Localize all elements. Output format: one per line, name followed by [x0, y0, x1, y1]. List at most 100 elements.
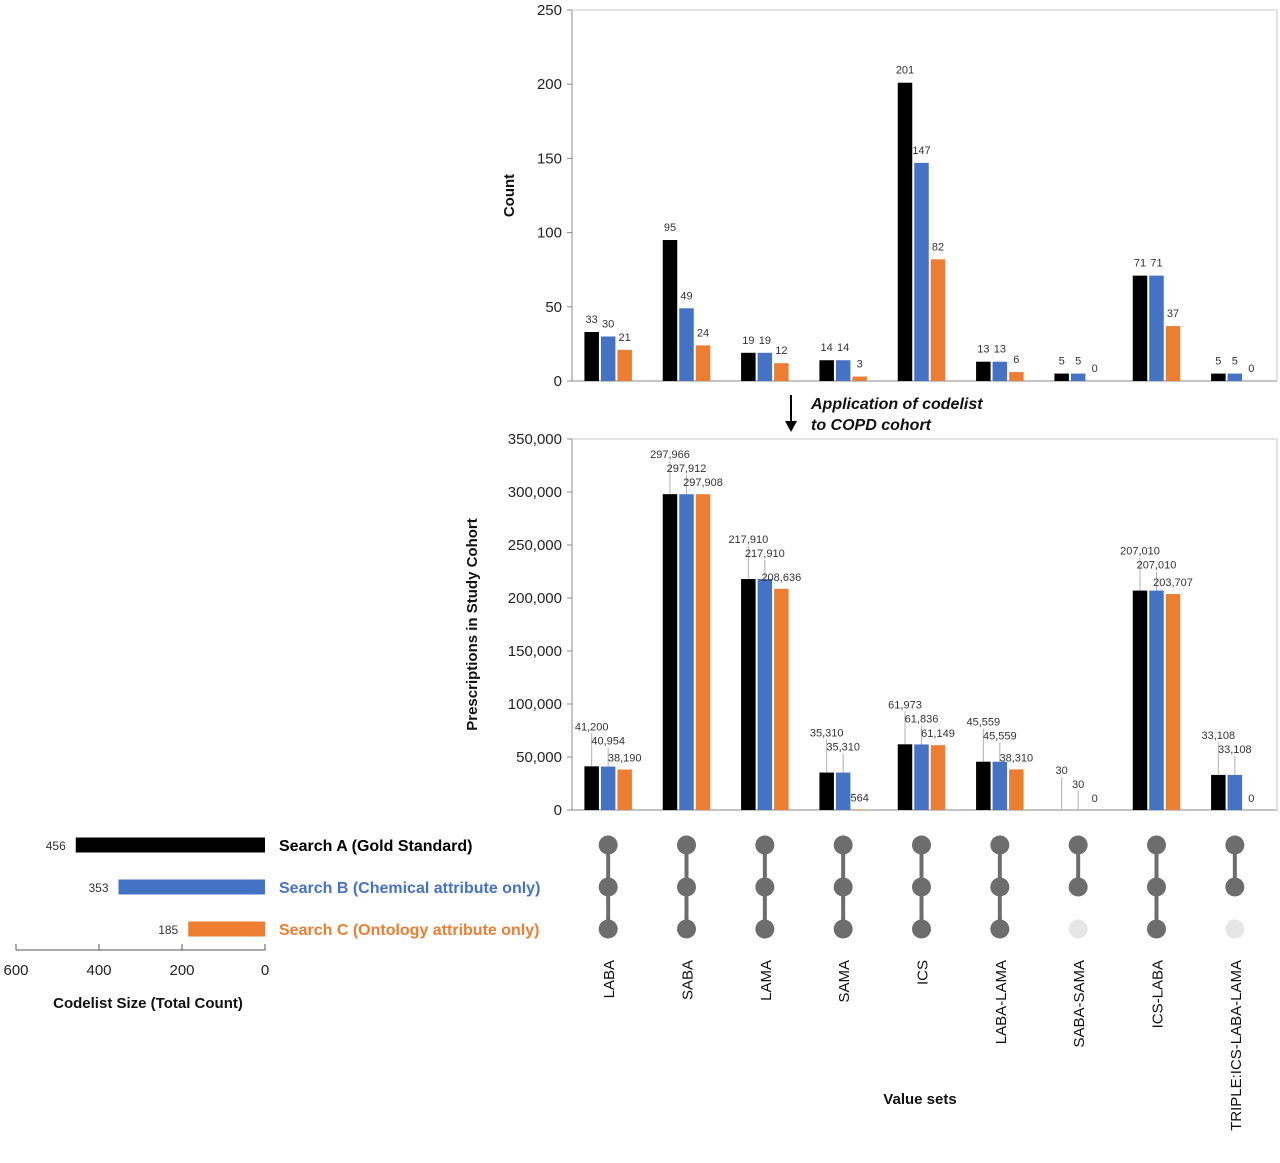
data-label: 35,310 — [826, 742, 860, 754]
bar-b-3 — [835, 772, 851, 810]
bar-a-2 — [741, 352, 756, 381]
matrix-dot-5-0 — [990, 835, 1010, 855]
y-tick-label: 100 — [537, 225, 562, 242]
category-label: LABA — [601, 960, 618, 998]
y-tick-label: 50 — [545, 299, 562, 316]
matrix-dot-2-1 — [755, 877, 775, 897]
data-label: 217,910 — [745, 548, 785, 560]
bar-b-7 — [1149, 590, 1164, 810]
bar-a-6 — [1054, 373, 1069, 381]
y-tick-label: 200,000 — [508, 590, 562, 607]
bar-a-2 — [741, 579, 756, 810]
bar-b-3 — [835, 360, 851, 381]
matrix-dot-0-2 — [598, 919, 618, 939]
y-tick-label: 250 — [537, 2, 562, 19]
membership-matrix: LABA SABA LAMA SAMA ICS LABA-LAMA SABA-SAMA ICS… — [598, 835, 1245, 1131]
data-label: 19 — [742, 335, 754, 347]
matrix-dot-1-2 — [677, 919, 696, 939]
matrix-dot-0-1 — [598, 877, 618, 897]
data-label: 207,010 — [1137, 560, 1177, 572]
data-label: 40,954 — [591, 736, 625, 748]
data-label: 24 — [697, 327, 709, 339]
bar-b-2 — [757, 579, 773, 810]
data-label: 0 — [1092, 363, 1098, 375]
data-label: 82 — [932, 241, 944, 253]
size-tick-label: 0 — [261, 962, 269, 979]
bar-b-4 — [914, 744, 929, 810]
size-value-label: 185 — [158, 923, 178, 937]
legend-label-a: Search A (Gold Standard) — [279, 838, 473, 855]
category-label: LAMA — [758, 960, 775, 1001]
matrix-dot-3-0 — [833, 835, 853, 855]
bar-b-8 — [1227, 373, 1243, 381]
bar-c-2 — [774, 363, 789, 381]
legend-label-c: Search C (Ontology attribute only) — [279, 922, 539, 939]
data-label: 21 — [619, 332, 631, 344]
data-label: 6 — [1013, 354, 1019, 366]
size-tick-label: 600 — [3, 962, 28, 979]
category-label: ICS — [915, 960, 932, 985]
y-tick-label: 150,000 — [508, 643, 562, 660]
data-label: 297,912 — [667, 463, 707, 475]
matrix-dot-4-2 — [912, 919, 931, 939]
bar-b-1 — [679, 308, 694, 381]
bar-c-0 — [617, 349, 632, 381]
matrix-dot-6-2 — [1068, 919, 1088, 939]
x-axis-title: Value sets — [883, 1091, 956, 1108]
matrix-dot-6-0 — [1068, 835, 1088, 855]
matrix-dot-7-1 — [1147, 877, 1166, 897]
bar-a-8 — [1211, 774, 1226, 810]
data-label: 38,310 — [1000, 752, 1034, 764]
bar-b-2 — [757, 352, 773, 381]
bar-a-5 — [976, 761, 991, 810]
legend-label-b: Search B (Chemical attribute only) — [279, 880, 540, 897]
size-bar-b — [118, 879, 265, 895]
matrix-dot-4-1 — [912, 877, 931, 897]
y-tick-label: 100,000 — [508, 696, 562, 713]
bar-c-1 — [695, 345, 711, 381]
bar-a-4 — [897, 744, 913, 810]
data-label: 0 — [1092, 793, 1098, 805]
bar-a-4 — [897, 82, 913, 381]
bar-a-5 — [976, 361, 991, 381]
data-label: 45,559 — [983, 731, 1017, 743]
matrix-dot-7-0 — [1147, 835, 1166, 855]
matrix-dot-8-2 — [1225, 919, 1245, 939]
y-axis-title: Count — [501, 174, 518, 217]
data-label: 297,908 — [683, 477, 723, 489]
matrix-dot-7-2 — [1147, 919, 1166, 939]
size-value-label: 353 — [88, 881, 108, 895]
data-label: 30 — [1072, 779, 1084, 791]
y-axis-title: Prescriptions in Study Cohort — [464, 518, 481, 731]
data-label: 14 — [821, 342, 833, 354]
data-label: 0 — [1248, 363, 1254, 375]
y-tick-label: 200 — [537, 76, 562, 93]
y-tick-label: 50,000 — [516, 749, 562, 766]
data-label: 147 — [912, 145, 930, 157]
bar-b-1 — [679, 494, 694, 810]
data-label: 5 — [1075, 356, 1081, 368]
data-label: 30 — [1056, 765, 1068, 777]
bar-a-7 — [1132, 275, 1148, 381]
annotation-arrowhead — [785, 421, 797, 432]
data-label: 12 — [775, 345, 787, 357]
matrix-dot-5-1 — [990, 877, 1010, 897]
y-tick-label: 250,000 — [508, 537, 562, 554]
data-label: 41,200 — [575, 721, 609, 733]
size-tick-label: 400 — [86, 962, 111, 979]
bar-a-0 — [584, 766, 599, 810]
data-label: 49 — [680, 290, 692, 302]
data-label: 61,973 — [888, 699, 922, 711]
data-label: 35,310 — [810, 728, 844, 740]
bar-c-4 — [930, 259, 946, 381]
category-label: LABA-LAMA — [993, 960, 1010, 1044]
bar-a-8 — [1211, 373, 1226, 381]
category-label: SABA-SAMA — [1071, 960, 1088, 1048]
bar-b-0 — [600, 766, 616, 810]
bar-b-6 — [1070, 373, 1086, 381]
data-label: 61,149 — [921, 728, 955, 740]
matrix-dot-2-0 — [755, 835, 775, 855]
bar-c-2 — [774, 588, 789, 810]
bar-c-7 — [1165, 594, 1181, 810]
matrix-dot-1-1 — [677, 877, 696, 897]
